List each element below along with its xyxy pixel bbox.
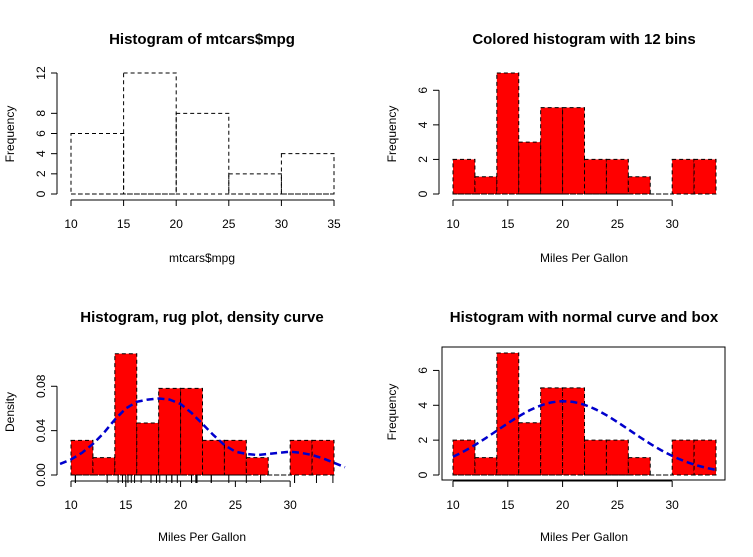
y-tick-label: 2	[416, 436, 430, 443]
x-tick-label: 35	[327, 217, 341, 231]
chart-title: Colored histogram with 12 bins	[472, 31, 695, 48]
y-tick-label: 0.08	[34, 374, 48, 398]
histogram-bar	[202, 439, 225, 476]
x-tick-label: 15	[501, 498, 515, 512]
histogram-bar	[518, 422, 542, 476]
histogram-bar	[474, 176, 498, 195]
y-tick-label: 6	[34, 130, 48, 137]
histogram-bar	[627, 457, 651, 476]
histogram-bar	[452, 439, 476, 476]
x-axis-label: Miles Per Gallon	[158, 530, 246, 544]
histogram-bar	[540, 387, 564, 476]
x-tick-label: 25	[229, 498, 243, 512]
x-tick-label: 15	[117, 217, 131, 231]
histogram-bar	[311, 439, 335, 476]
histogram-bar	[280, 153, 335, 195]
histogram-bar	[92, 457, 116, 476]
normal-curve	[452, 399, 717, 472]
y-tick-label: 2	[34, 170, 48, 177]
y-axis-label: Density	[3, 392, 17, 432]
x-axis-label: Miles Per Gallon	[540, 251, 628, 265]
x-tick-label: 25	[611, 498, 625, 512]
histogram-bar	[605, 158, 629, 195]
histogram-bar	[627, 176, 651, 195]
histogram-bar	[228, 173, 282, 195]
x-tick-label: 10	[64, 498, 78, 512]
chart-panel-4: 0 2 4 6 10 15 20 25 30 Histogram with normal curv…	[385, 309, 726, 544]
histogram-bar	[474, 457, 498, 476]
histogram-bar	[584, 158, 607, 195]
histogram-bar	[245, 457, 269, 476]
x-tick-label: 25	[222, 217, 236, 231]
histogram-bar	[175, 112, 230, 195]
histogram-bar	[136, 422, 160, 476]
rug-plot	[74, 475, 334, 483]
x-tick-label: 10	[446, 498, 460, 512]
histogram-bar	[452, 158, 476, 195]
y-tick-label: 12	[34, 66, 48, 80]
y-axis-label: Frequency	[3, 106, 17, 163]
chart-panel-3: 0.00 0.04 0.08 10 15 20 25 30 Histogram, rug plo…	[3, 309, 346, 544]
histogram-bar	[584, 439, 607, 476]
x-axis-label: Miles Per Gallon	[540, 530, 628, 544]
y-tick-label: 4	[416, 402, 430, 409]
histogram-bar	[671, 439, 695, 476]
x-tick-label: 10	[64, 217, 78, 231]
chart-title: Histogram of mtcars$mpg	[109, 31, 295, 48]
histogram-bar	[114, 353, 138, 476]
y-tick-label: 0	[416, 471, 430, 478]
histogram-bar	[223, 439, 247, 476]
histogram-bar	[158, 387, 182, 476]
x-tick-label: 10	[446, 217, 460, 231]
histogram-bar	[70, 439, 94, 476]
histogram-bar	[562, 107, 585, 195]
x-tick-label: 30	[275, 217, 289, 231]
histogram-bar	[518, 141, 542, 195]
x-axis-label: mtcars$mpg	[169, 251, 235, 265]
x-tick-label: 30	[283, 498, 297, 512]
y-tick-label: 0.04	[34, 419, 48, 443]
x-tick-label: 25	[611, 217, 625, 231]
y-axis-label: Frequency	[385, 384, 399, 441]
x-tick-label: 15	[501, 217, 515, 231]
histogram-bar	[289, 439, 313, 476]
chart-panel-2: 0 2 4 6 10 15 20 25 30 Colored histogram with 12 …	[385, 31, 717, 265]
y-tick-label: 8	[34, 110, 48, 117]
histogram-bar	[70, 133, 125, 195]
histogram-bar	[123, 72, 177, 195]
histogram-bar	[180, 387, 203, 476]
histogram-bar	[540, 107, 564, 195]
x-tick-label: 15	[119, 498, 133, 512]
x-tick-label: 20	[174, 498, 188, 512]
chart-title: Histogram with normal curve and box	[450, 309, 719, 326]
x-tick-label: 20	[170, 217, 184, 231]
y-tick-label: 0	[34, 190, 48, 197]
histogram-bar	[605, 439, 629, 476]
x-tick-label: 20	[556, 217, 570, 231]
x-tick-label: 30	[665, 217, 679, 231]
histogram-bar	[671, 158, 695, 195]
x-tick-label: 20	[556, 498, 570, 512]
y-tick-label: 6	[416, 367, 430, 374]
y-tick-label: 2	[416, 156, 430, 163]
y-tick-label: 6	[416, 87, 430, 94]
density-curve	[59, 397, 346, 469]
y-tick-label: 0	[416, 190, 430, 197]
x-tick-label: 30	[665, 498, 679, 512]
plot-box	[441, 346, 726, 481]
histogram-bar	[693, 158, 717, 195]
chart-panel-1: 0 2 4 6 8 12 10 15 20 25 30 35 Histogram of mtcars$m…	[3, 31, 341, 265]
y-tick-label: 4	[34, 150, 48, 157]
y-axis-label: Frequency	[385, 106, 399, 163]
y-tick-label: 0.00	[34, 463, 48, 487]
chart-title: Histogram, rug plot, density curve	[80, 309, 323, 326]
y-tick-label: 4	[416, 121, 430, 128]
histogram-bar	[496, 72, 520, 195]
histogram-bar	[496, 352, 520, 476]
